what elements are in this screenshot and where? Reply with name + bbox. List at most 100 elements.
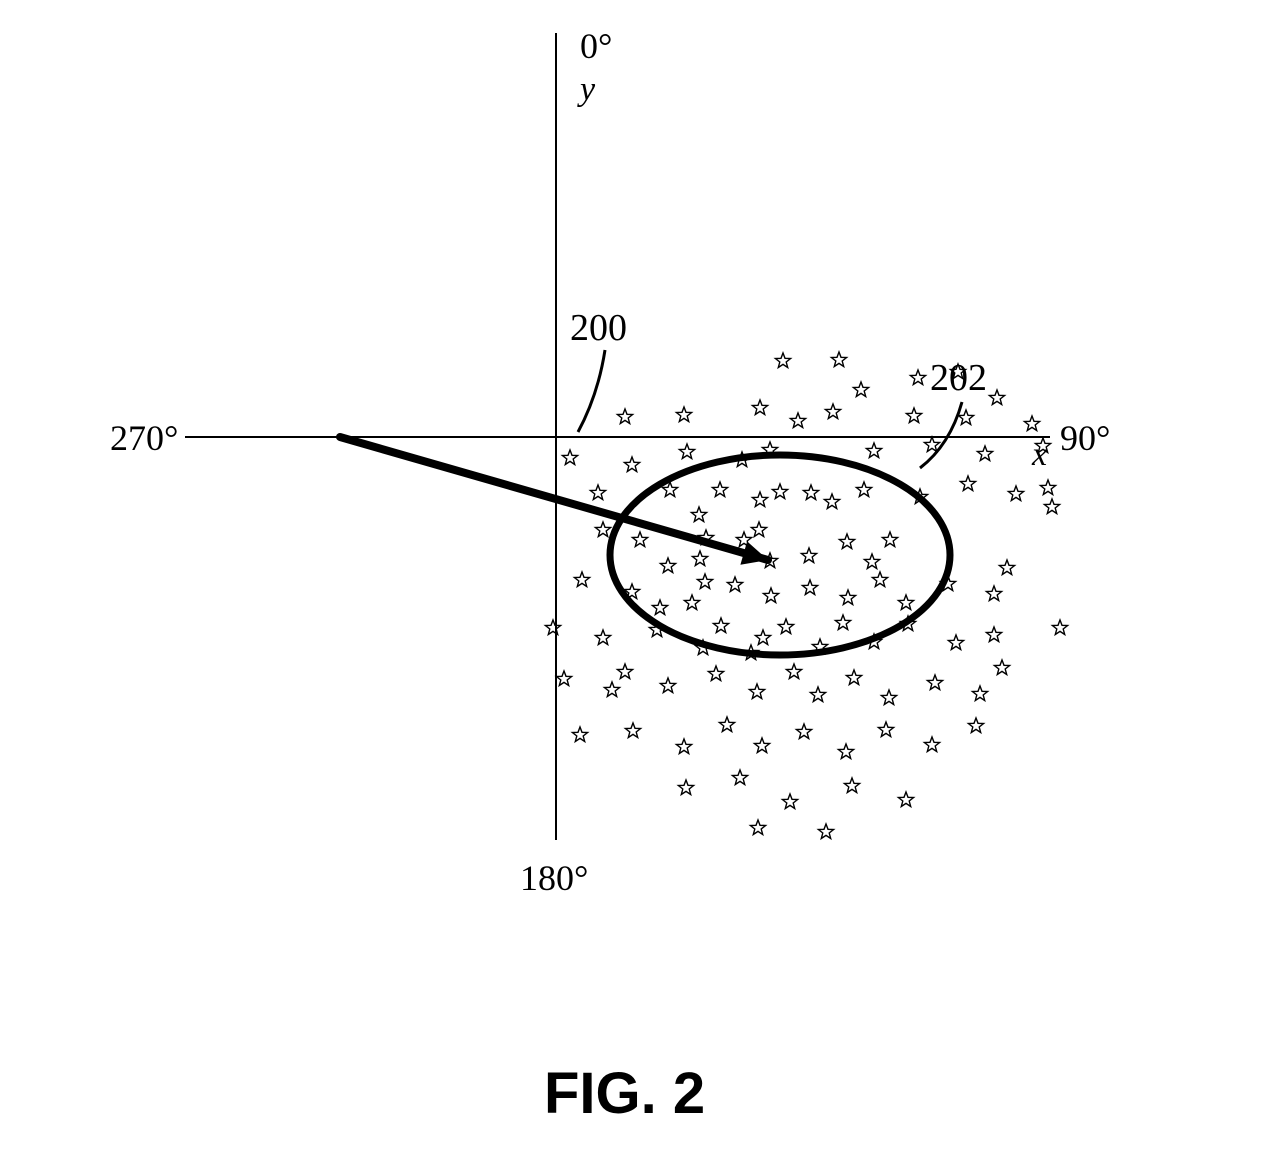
star-marker — [652, 600, 667, 615]
star-marker — [691, 507, 706, 522]
star-marker — [960, 476, 975, 491]
star-marker — [856, 482, 871, 497]
star-marker — [881, 690, 896, 705]
star-marker — [864, 554, 879, 569]
star-marker — [882, 532, 897, 547]
star-marker — [840, 590, 855, 605]
star-marker — [617, 664, 632, 679]
axis-label-90: 90° — [1060, 418, 1110, 458]
figure-canvas: 0° 90° 180° 270° x y 200 202 FIG. 2 — [0, 0, 1287, 1174]
star-marker — [866, 443, 881, 458]
callout-202-label: 202 — [930, 357, 987, 399]
star-marker — [755, 630, 770, 645]
star-marker — [752, 400, 767, 415]
star-marker — [732, 770, 747, 785]
star-marker — [617, 409, 632, 424]
star-marker — [692, 551, 707, 566]
star-marker — [825, 404, 840, 419]
star-marker — [750, 820, 765, 835]
callout-200-leader — [578, 350, 605, 432]
star-marker — [986, 586, 1001, 601]
star-marker — [1008, 486, 1023, 501]
star-marker — [972, 686, 987, 701]
star-marker — [839, 534, 854, 549]
star-marker — [624, 457, 639, 472]
star-marker — [994, 660, 1009, 675]
star-marker — [782, 794, 797, 809]
star-marker — [986, 627, 1001, 642]
figure-caption: FIG. 2 — [544, 1060, 705, 1127]
star-marker — [1052, 620, 1067, 635]
star-marker — [625, 723, 640, 738]
star-marker — [754, 738, 769, 753]
axis-label-y: y — [577, 71, 596, 108]
star-marker — [595, 630, 610, 645]
star-marker — [749, 684, 764, 699]
star-marker — [556, 671, 571, 686]
axis-label-x: x — [1031, 436, 1047, 473]
star-marker — [676, 739, 691, 754]
arrow-200-shaft — [340, 437, 768, 560]
star-marker — [712, 482, 727, 497]
star-marker — [824, 494, 839, 509]
axis-label-180: 180° — [520, 858, 588, 898]
star-marker — [878, 722, 893, 737]
star-marker — [595, 522, 610, 537]
star-marker — [910, 370, 925, 385]
star-marker — [708, 666, 723, 681]
star-marker — [775, 353, 790, 368]
star-marker — [574, 572, 589, 587]
star-marker — [572, 727, 587, 742]
star-marker — [846, 670, 861, 685]
star-marker — [713, 618, 728, 633]
star-marker — [679, 444, 694, 459]
star-marker — [1024, 416, 1039, 431]
star-marker — [977, 446, 992, 461]
star-marker — [684, 595, 699, 610]
star-marker — [989, 390, 1004, 405]
star-marker — [790, 413, 805, 428]
callout-202-leader — [920, 402, 962, 468]
callout-200-label: 200 — [570, 307, 627, 349]
star-marker — [660, 558, 675, 573]
star-marker — [801, 548, 816, 563]
star-marker — [898, 792, 913, 807]
star-marker — [545, 620, 560, 635]
star-marker — [948, 635, 963, 650]
star-marker — [786, 664, 801, 679]
star-marker — [958, 410, 973, 425]
star-marker — [968, 718, 983, 733]
star-marker — [778, 619, 793, 634]
star-marker — [727, 577, 742, 592]
star-marker — [590, 485, 605, 500]
axis-label-270: 270° — [110, 418, 178, 458]
star-marker — [802, 580, 817, 595]
star-marker — [763, 588, 778, 603]
star-marker — [752, 492, 767, 507]
star-marker — [676, 407, 691, 422]
star-marker — [924, 737, 939, 752]
star-marker — [751, 522, 766, 537]
star-marker — [906, 408, 921, 423]
star-marker — [1040, 480, 1055, 495]
star-marker — [835, 615, 850, 630]
star-marker — [999, 560, 1014, 575]
star-marker — [844, 778, 859, 793]
star-marker — [796, 724, 811, 739]
star-marker — [810, 687, 825, 702]
star-marker — [898, 595, 913, 610]
star-marker — [803, 485, 818, 500]
star-marker — [697, 574, 712, 589]
star-marker — [872, 572, 887, 587]
star-marker — [831, 352, 846, 367]
star-marker — [1044, 499, 1059, 514]
star-marker — [604, 682, 619, 697]
star-marker — [632, 532, 647, 547]
star-marker — [660, 678, 675, 693]
star-marker — [772, 484, 787, 499]
star-marker — [562, 450, 577, 465]
star-marker — [853, 382, 868, 397]
star-marker — [838, 744, 853, 759]
axis-label-0: 0° — [580, 26, 612, 66]
star-marker — [678, 780, 693, 795]
